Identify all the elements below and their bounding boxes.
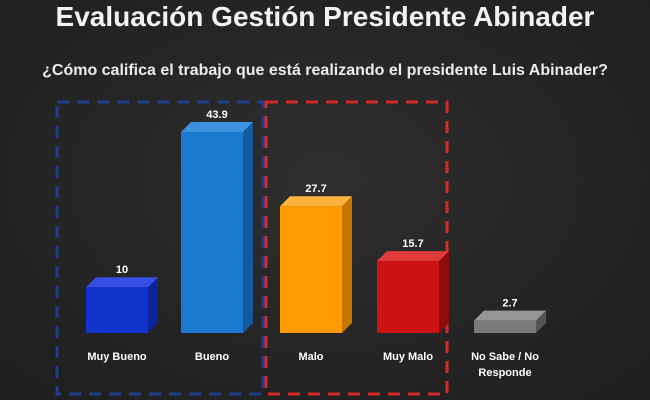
chart-subtitle: ¿Cómo califica el trabajo que está reali…	[42, 62, 608, 79]
bar-front	[377, 261, 439, 333]
bar-side	[148, 277, 158, 333]
bar-4: 15.7 Muy Malo	[377, 238, 449, 363]
bar-side	[342, 196, 352, 333]
bars-layer: 10 Muy Bueno 43.9 Bueno 27.7 Malo 15.7 Muy Malo…	[86, 109, 546, 379]
bar-top	[86, 277, 158, 288]
group-frame-positive	[55, 100, 265, 396]
bar-top	[474, 310, 546, 321]
bar-side	[243, 122, 253, 333]
bar-front	[280, 206, 342, 333]
bar-front	[86, 287, 148, 333]
bar-front	[181, 132, 243, 333]
data-label: 10	[116, 264, 128, 276]
bar-top	[280, 196, 352, 207]
bar-side	[536, 310, 546, 333]
chart-title: Evaluación Gestión Presidente Abinader	[55, 1, 595, 32]
data-label: 15.7	[402, 238, 423, 250]
category-label: Muy Bueno	[87, 351, 147, 363]
group-frame-negative	[264, 100, 449, 396]
data-label: 27.7	[305, 183, 326, 195]
bar-5: 2.7 No Sabe / No Responde	[471, 298, 546, 379]
bar-2: 43.9 Bueno	[181, 109, 253, 363]
category-label: Muy Malo	[383, 351, 433, 363]
data-label: 43.9	[206, 109, 227, 121]
bar-top	[377, 251, 449, 262]
bar-top	[181, 122, 253, 133]
category-label: Responde	[478, 367, 531, 379]
bar-1: 10 Muy Bueno	[86, 264, 158, 363]
data-label: 2.7	[502, 298, 517, 310]
category-label: Bueno	[195, 351, 230, 363]
bar-front	[474, 320, 536, 333]
bar-3: 27.7 Malo	[280, 183, 352, 363]
category-label: No Sabe / No	[471, 351, 539, 363]
bar-side	[439, 251, 449, 333]
category-label: Malo	[298, 351, 323, 363]
